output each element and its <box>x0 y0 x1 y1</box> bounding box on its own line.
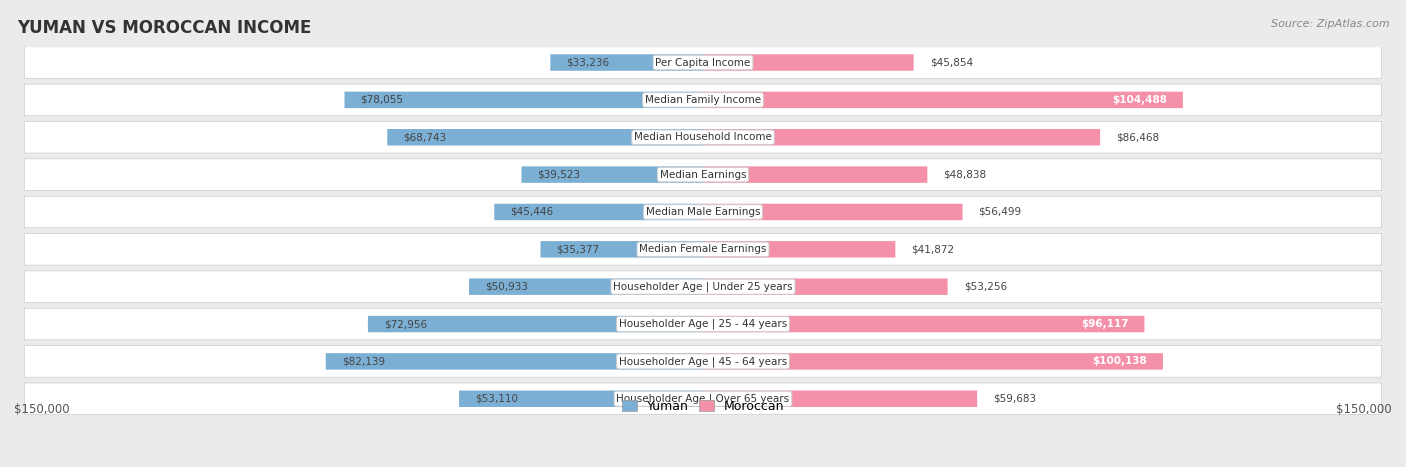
Text: Median Male Earnings: Median Male Earnings <box>645 207 761 217</box>
Text: $96,117: $96,117 <box>1081 319 1129 329</box>
Text: $68,743: $68,743 <box>404 132 447 142</box>
Text: $53,110: $53,110 <box>475 394 519 404</box>
Text: Median Earnings: Median Earnings <box>659 170 747 180</box>
FancyBboxPatch shape <box>24 346 1382 377</box>
FancyBboxPatch shape <box>24 308 1382 340</box>
Text: $78,055: $78,055 <box>360 95 404 105</box>
FancyBboxPatch shape <box>703 353 1163 370</box>
Text: $59,683: $59,683 <box>993 394 1036 404</box>
Text: $33,236: $33,236 <box>567 57 610 68</box>
FancyBboxPatch shape <box>368 316 703 333</box>
FancyBboxPatch shape <box>495 204 703 220</box>
Text: $150,000: $150,000 <box>1336 403 1392 416</box>
Text: Householder Age | 25 - 44 years: Householder Age | 25 - 44 years <box>619 319 787 329</box>
Text: $150,000: $150,000 <box>14 403 70 416</box>
Text: $45,446: $45,446 <box>510 207 554 217</box>
Text: Householder Age | 45 - 64 years: Householder Age | 45 - 64 years <box>619 356 787 367</box>
Text: Per Capita Income: Per Capita Income <box>655 57 751 68</box>
FancyBboxPatch shape <box>703 129 1099 146</box>
Text: $72,956: $72,956 <box>384 319 427 329</box>
FancyBboxPatch shape <box>550 54 703 71</box>
Text: $45,854: $45,854 <box>929 57 973 68</box>
FancyBboxPatch shape <box>470 278 703 295</box>
Text: $39,523: $39,523 <box>537 170 581 180</box>
Text: $100,138: $100,138 <box>1092 356 1147 367</box>
FancyBboxPatch shape <box>24 84 1382 116</box>
Text: $41,872: $41,872 <box>911 244 955 255</box>
FancyBboxPatch shape <box>540 241 703 258</box>
Text: Source: ZipAtlas.com: Source: ZipAtlas.com <box>1271 19 1389 28</box>
FancyBboxPatch shape <box>24 383 1382 415</box>
Text: YUMAN VS MOROCCAN INCOME: YUMAN VS MOROCCAN INCOME <box>17 19 311 37</box>
FancyBboxPatch shape <box>326 353 703 370</box>
Text: $56,499: $56,499 <box>979 207 1022 217</box>
FancyBboxPatch shape <box>24 234 1382 265</box>
Text: $53,256: $53,256 <box>963 282 1007 292</box>
FancyBboxPatch shape <box>24 271 1382 303</box>
FancyBboxPatch shape <box>460 390 703 407</box>
Text: Median Family Income: Median Family Income <box>645 95 761 105</box>
FancyBboxPatch shape <box>703 204 963 220</box>
Text: $104,488: $104,488 <box>1112 95 1167 105</box>
FancyBboxPatch shape <box>703 92 1182 108</box>
FancyBboxPatch shape <box>24 196 1382 228</box>
FancyBboxPatch shape <box>24 159 1382 191</box>
FancyBboxPatch shape <box>522 166 703 183</box>
Legend: Yuman, Moroccan: Yuman, Moroccan <box>617 395 789 418</box>
FancyBboxPatch shape <box>703 316 1144 333</box>
Text: $35,377: $35,377 <box>557 244 600 255</box>
Text: Median Household Income: Median Household Income <box>634 132 772 142</box>
Text: $82,139: $82,139 <box>342 356 385 367</box>
FancyBboxPatch shape <box>703 54 914 71</box>
FancyBboxPatch shape <box>703 166 928 183</box>
Text: Householder Age | Under 25 years: Householder Age | Under 25 years <box>613 282 793 292</box>
FancyBboxPatch shape <box>703 390 977 407</box>
FancyBboxPatch shape <box>24 121 1382 153</box>
FancyBboxPatch shape <box>387 129 703 146</box>
FancyBboxPatch shape <box>24 47 1382 78</box>
Text: $86,468: $86,468 <box>1116 132 1160 142</box>
FancyBboxPatch shape <box>703 278 948 295</box>
Text: Householder Age | Over 65 years: Householder Age | Over 65 years <box>616 394 790 404</box>
Text: Median Female Earnings: Median Female Earnings <box>640 244 766 255</box>
Text: $48,838: $48,838 <box>943 170 987 180</box>
FancyBboxPatch shape <box>344 92 703 108</box>
Text: $50,933: $50,933 <box>485 282 529 292</box>
FancyBboxPatch shape <box>703 241 896 258</box>
